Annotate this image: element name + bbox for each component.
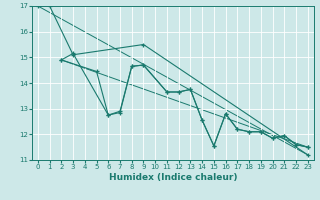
X-axis label: Humidex (Indice chaleur): Humidex (Indice chaleur) [108,173,237,182]
